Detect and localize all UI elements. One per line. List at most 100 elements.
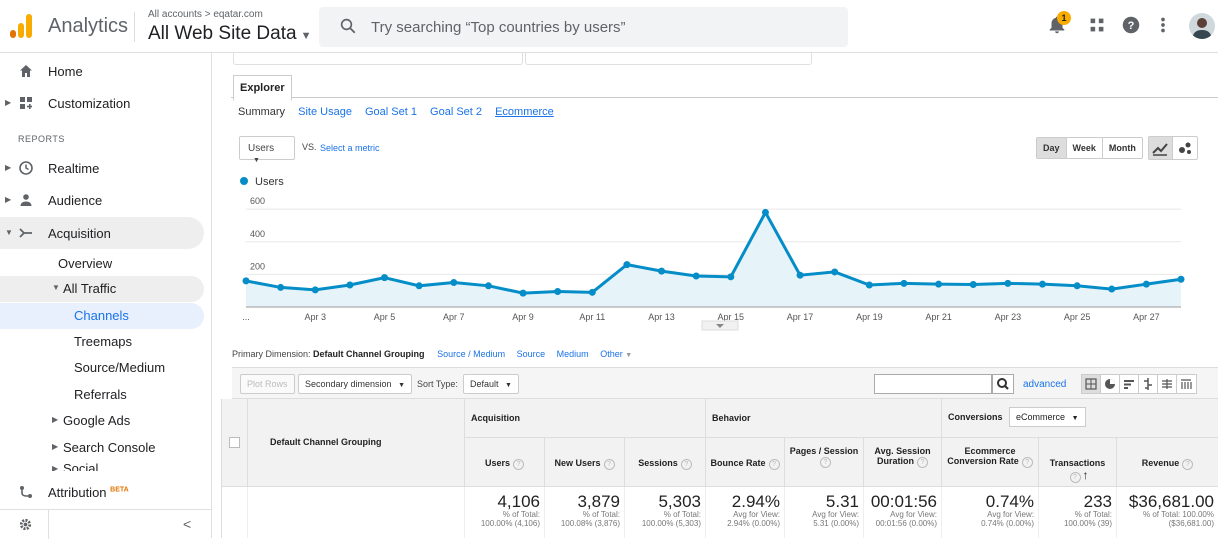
sidebar-item-source-medium[interactable]: Source/Medium [0, 355, 204, 381]
total-value: 3,879 [577, 492, 620, 511]
table-search-button[interactable] [992, 374, 1014, 394]
column-header-bounce-rate[interactable]: Bounce Rate? [706, 438, 785, 487]
gear-icon[interactable] [18, 517, 33, 532]
subtab-goal-set-2[interactable]: Goal Set 2 [430, 106, 483, 118]
sidebar-item-google-ads[interactable]: ▶ Google Ads [0, 408, 204, 434]
account-breadcrumb[interactable]: All accounts > eqatar.com [148, 9, 263, 20]
subtab-goal-set-1[interactable]: Goal Set 1 [365, 106, 417, 118]
select-all-checkbox[interactable] [229, 437, 240, 448]
help-tooltip-icon[interactable]: ? [680, 459, 692, 470]
advanced-filter-link[interactable]: advanced [1023, 379, 1067, 390]
help-tooltip-icon[interactable]: ? [603, 459, 615, 470]
line-chart-button[interactable] [1149, 137, 1173, 159]
svg-text:?: ? [1128, 20, 1135, 32]
tab-explorer[interactable]: Explorer [233, 75, 292, 101]
table-view-button[interactable] [1082, 375, 1101, 393]
column-header-ecommerce-conversion-rate[interactable]: Ecommerce Conversion Rate? [942, 438, 1039, 487]
column-header-avg-session-duration[interactable]: Avg. Session Duration? [864, 438, 942, 487]
search-box[interactable] [319, 7, 848, 47]
range-week-button[interactable]: Week [1067, 138, 1103, 158]
legend-label: Users [255, 176, 284, 188]
dimension-other[interactable]: Other ▼ [600, 349, 632, 359]
conversions-dropdown[interactable]: eCommerce ▼ [1009, 407, 1086, 427]
help-tooltip-icon[interactable]: ? [768, 459, 780, 470]
range-month-button[interactable]: Month [1108, 143, 1136, 153]
help-tooltip-icon[interactable]: ? [1182, 459, 1194, 470]
column-header-users[interactable]: Users? [465, 438, 545, 487]
sidebar-item-treemaps[interactable]: Treemaps [0, 329, 204, 355]
sidebar-item-all-traffic[interactable]: ▼ All Traffic [0, 276, 204, 302]
motion-chart-button[interactable] [1173, 137, 1197, 159]
dimension-source-medium[interactable]: Source / Medium [437, 349, 506, 359]
metric-dropdown[interactable]: Users ▼ [239, 136, 295, 164]
more-vert-icon[interactable] [1152, 14, 1176, 38]
attribution-label: Attribution [48, 485, 107, 500]
data-point [900, 279, 908, 287]
subtab-summary[interactable]: Summary [238, 106, 286, 118]
total-subtext: 100.00% (4,106) [480, 519, 540, 528]
attribution-icon [20, 486, 32, 498]
search-input[interactable] [371, 16, 831, 38]
help-tooltip-icon[interactable]: ? [513, 459, 525, 470]
select-metric-link[interactable]: Select a metric [320, 143, 380, 153]
summary-card [233, 53, 523, 65]
performance-view-button[interactable] [1120, 375, 1139, 393]
column-header-new-users[interactable]: New Users? [545, 438, 625, 487]
help-tooltip-icon[interactable]: ? [917, 457, 928, 468]
analytics-logo-icon[interactable] [10, 14, 32, 38]
data-point [969, 280, 977, 288]
range-day-button[interactable]: Day [1037, 138, 1067, 158]
term-cloud-view-button[interactable] [1158, 375, 1177, 393]
total-subtext: 100.08% (3,876) [560, 519, 620, 528]
column-header-label: Revenue [1141, 458, 1180, 468]
dimension-column-header[interactable]: Default Channel Grouping [270, 437, 382, 447]
sidebar-item-home[interactable]: Home [0, 55, 204, 87]
sidebar-item-channels[interactable]: Channels [0, 303, 204, 329]
column-header-transactions[interactable]: Transactions? ↑ [1039, 438, 1117, 487]
help-icon[interactable]: ? [1120, 14, 1144, 38]
column-header-revenue[interactable]: Revenue? [1117, 438, 1218, 487]
bell-icon[interactable]: 1 [1046, 11, 1071, 38]
pivot-icon [1162, 379, 1172, 389]
chart-type-buttons [1148, 136, 1198, 160]
sidebar-item-audience[interactable]: ▶ Audience [0, 184, 204, 216]
comparison-view-button[interactable] [1139, 375, 1158, 393]
subtab-site-usage[interactable]: Site Usage [298, 106, 352, 118]
reports-section-label: REPORTS [18, 134, 65, 144]
x-tick-label: Apr 27 [1133, 312, 1160, 322]
pivot-view-button[interactable] [1177, 375, 1196, 393]
sidebar-item-overview[interactable]: Overview [0, 251, 204, 277]
total-value: 233 [1083, 492, 1112, 511]
sidebar-item-search-console[interactable]: ▶ Search Console [0, 435, 204, 461]
sidebar-item-attribution[interactable]: Attribution BETA [0, 476, 204, 508]
primary-dimension-row: Primary Dimension: Default Channel Group… [232, 349, 641, 359]
help-tooltip-icon[interactable]: ? [1069, 472, 1081, 483]
sort-type-dropdown[interactable]: Default ▼ [463, 374, 519, 394]
sidebar-item-realtime[interactable]: ▶ Realtime [0, 152, 204, 184]
total-subtext: % of Total: [582, 510, 620, 519]
help-tooltip-icon[interactable]: ? [820, 457, 831, 468]
column-header-sessions[interactable]: Sessions? [625, 438, 706, 487]
sidebar-item-acquisition[interactable]: ▼ Acquisition [0, 217, 204, 249]
sidebar-item-referrals[interactable]: Referrals [0, 382, 204, 408]
subtab-ecommerce[interactable]: Ecommerce [495, 106, 554, 118]
dimension-source[interactable]: Source [516, 349, 546, 359]
avatar[interactable] [1189, 13, 1215, 39]
apps-grid-icon[interactable] [1086, 14, 1110, 38]
app-name[interactable]: Analytics [48, 15, 129, 37]
divider [134, 12, 135, 42]
column-header-pages-per-session[interactable]: Pages / Session? [785, 438, 864, 487]
collapse-sidebar-button[interactable]: < [183, 516, 192, 532]
sidebar-item-customization[interactable]: ▶ Customization [0, 87, 204, 119]
pie-view-button[interactable] [1101, 375, 1120, 393]
sidebar-item-social[interactable]: ▶ Social [0, 459, 204, 471]
dimension-medium[interactable]: Medium [556, 349, 589, 359]
total-subtext: 2.94% (0.00%) [727, 519, 780, 528]
column-header-label: Bounce Rate [710, 458, 766, 468]
table-search-input[interactable] [874, 374, 992, 394]
secondary-dimension-dropdown[interactable]: Secondary dimension ▼ [298, 374, 413, 394]
plot-rows-button[interactable]: Plot Rows [240, 374, 295, 394]
users-line-chart[interactable]: Users 600 400 200... Apr 3 Apr 5 Apr 7 Apr 9 Apr… [213, 171, 1218, 386]
property-selector[interactable]: All Web Site Data ▼ [148, 23, 311, 45]
help-tooltip-icon[interactable]: ? [1021, 457, 1033, 468]
